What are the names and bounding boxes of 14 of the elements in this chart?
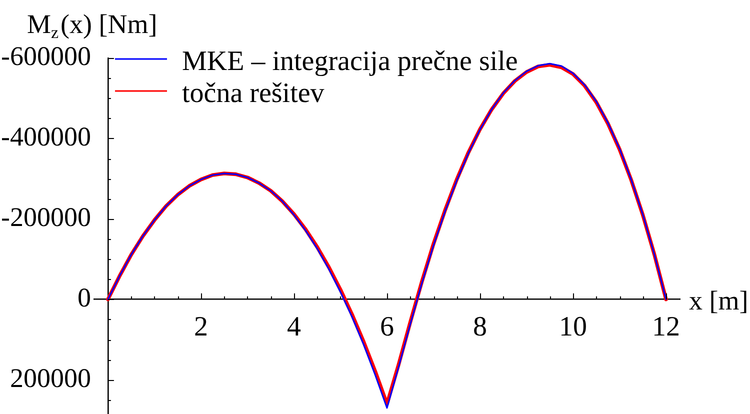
legend-label: MKE – integracija prečne sile: [182, 46, 518, 77]
y-tick-label: 200000: [10, 362, 91, 393]
y-tick-label: -200000: [1, 202, 91, 232]
x-tick-label: 2: [194, 312, 208, 343]
x-tick-label: 8: [473, 312, 488, 343]
x-tick-label: 12: [652, 312, 680, 343]
y-tick-label: 0: [78, 282, 91, 312]
x-tick-label: 6: [380, 312, 394, 343]
x-tick-label: 4: [286, 312, 301, 343]
y-tick-label: -400000: [1, 122, 91, 152]
legend-label: točna rešitev: [182, 78, 324, 109]
x-tick-label: 10: [559, 312, 588, 343]
x-axis-title: x [m]: [689, 285, 748, 316]
y-tick-label: -600000: [1, 41, 91, 72]
